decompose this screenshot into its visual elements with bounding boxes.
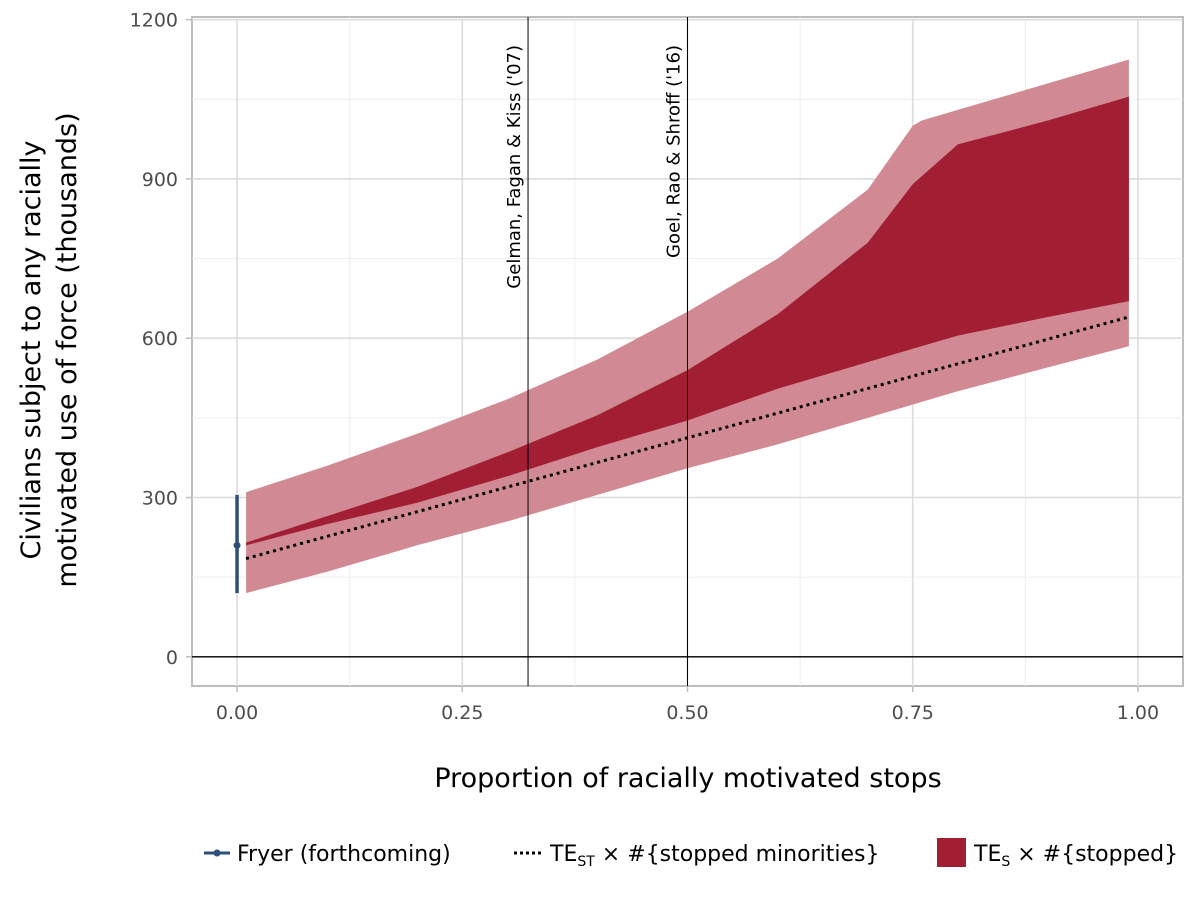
legend-key-fill bbox=[937, 838, 966, 867]
y-tick-label: 900 bbox=[142, 169, 178, 191]
y-axis-title-line-1: Civilians subject to any racially bbox=[16, 140, 47, 559]
reference-lines: Gelman, Fagan & Kiss ('07) Goel, Rao & Sh… bbox=[504, 17, 688, 686]
legend-label-test: TEST × #{stopped minorities} bbox=[549, 842, 879, 870]
y-axis-title-line-2: motivated use of force (thousands) bbox=[52, 112, 83, 587]
legend-key-point bbox=[213, 849, 221, 857]
fryer-point bbox=[233, 541, 241, 549]
inner-band bbox=[246, 96, 1129, 546]
legend-label-tes: TES × #{stopped} bbox=[973, 842, 1178, 870]
x-tick-label: 1.00 bbox=[1117, 702, 1159, 724]
legend-item-test: TEST × #{stopped minorities} bbox=[514, 842, 879, 870]
y-tick-label: 0 bbox=[166, 647, 178, 669]
reference-label: Goel, Rao & Shroff ('16) bbox=[664, 45, 685, 258]
x-tick-label: 0.25 bbox=[441, 702, 483, 724]
x-axis-title: Proportion of racially motivated stops bbox=[434, 763, 941, 794]
y-tick-label: 300 bbox=[142, 488, 178, 510]
legend-item-tes: TES × #{stopped} bbox=[937, 838, 1178, 870]
x-tick-label: 0.00 bbox=[216, 702, 258, 724]
x-tick-label: 0.50 bbox=[666, 702, 708, 724]
legend-item-fryer: Fryer (forthcoming) bbox=[204, 842, 451, 867]
axis-ticks: 0.00 0.25 0.50 0.75 1.00 0 300 600 900 1200 bbox=[130, 10, 1159, 724]
x-tick-label: 0.75 bbox=[892, 702, 934, 724]
y-tick-label: 1200 bbox=[130, 10, 178, 32]
legend-label-fryer: Fryer (forthcoming) bbox=[237, 842, 451, 867]
legend: Fryer (forthcoming) TEST × #{stopped min… bbox=[204, 838, 1178, 870]
y-tick-label: 600 bbox=[142, 328, 178, 350]
reference-label: Gelman, Fagan & Kiss ('07) bbox=[504, 45, 525, 289]
